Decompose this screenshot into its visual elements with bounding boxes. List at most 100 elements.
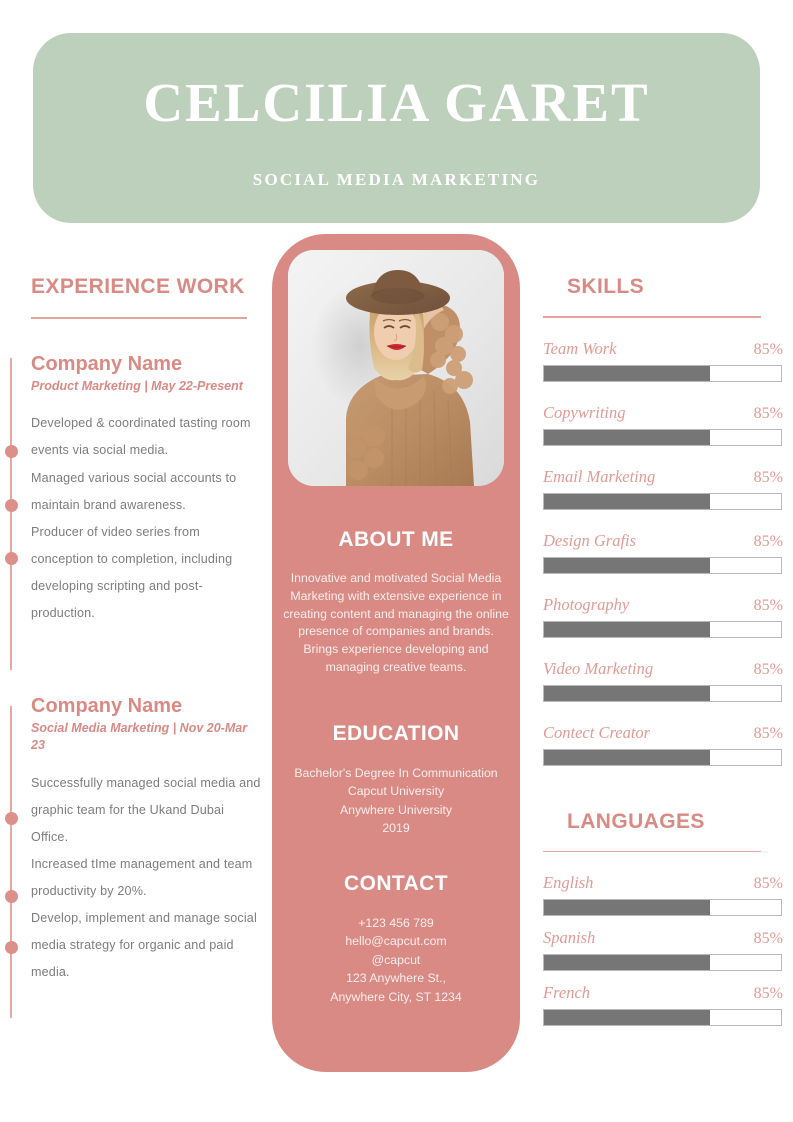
language-bar-track xyxy=(543,1009,782,1026)
role-and-dates: Product Marketing | May 22-Present xyxy=(31,378,243,393)
skill-percent: 85% xyxy=(753,532,783,550)
language-header: English 85% xyxy=(543,873,783,893)
timeline-dot xyxy=(4,890,18,903)
avatar xyxy=(288,250,504,486)
skill-bar-track xyxy=(543,620,782,638)
language-bar-track xyxy=(543,899,782,916)
skill-label: Design Grafis xyxy=(543,530,637,550)
skill-label: Video Marketing xyxy=(543,658,654,678)
language-row: French 85% xyxy=(543,983,783,1026)
skill-percent: 85% xyxy=(753,468,783,486)
skill-header: Copywriting 85% xyxy=(543,403,783,423)
language-row: English 85% xyxy=(543,873,783,916)
section-divider xyxy=(543,850,761,852)
page-title: CELCILIA GARET xyxy=(143,71,650,133)
section-divider xyxy=(543,316,761,318)
bullet-list: Successfully managed social media and gr… xyxy=(31,770,262,987)
languages-list: English 85% Spanish 85% French 85% xyxy=(543,873,783,1026)
language-bar-track xyxy=(543,954,782,971)
header-banner: CELCILIA GARET SOCIAL MEDIA MARKETING xyxy=(33,33,760,223)
skill-row: Email Marketing 85% xyxy=(543,467,783,510)
skill-row: Copywriting 85% xyxy=(543,403,783,446)
education-section: EDUCATION Bachelor's Degree In Communica… xyxy=(272,722,520,838)
skill-row: Contect Creator 85% xyxy=(543,723,783,766)
skill-header: Design Grafis 85% xyxy=(543,531,783,551)
language-percent: 85% xyxy=(753,985,783,1002)
role-and-dates: Social Media Marketing | Nov 20-Mar 23 xyxy=(31,720,248,752)
skill-label: Email Marketing xyxy=(543,466,656,486)
skills-section: SKILLS Team Work 85% Copywriting 85% Email M… xyxy=(543,275,783,766)
skill-bar-track xyxy=(543,492,782,510)
header-subtitle: SOCIAL MEDIA MARKETING xyxy=(252,169,541,189)
language-percent: 85% xyxy=(753,930,783,947)
skill-bar-track xyxy=(543,684,782,702)
contact-details: +123 456 789 hello@capcut.com @capcut 12… xyxy=(330,916,462,1004)
skill-header: Email Marketing 85% xyxy=(543,467,783,487)
skill-bar-track xyxy=(543,556,782,574)
skill-label: Team Work xyxy=(543,338,617,358)
timeline-dot xyxy=(4,445,18,458)
skill-row: Video Marketing 85% xyxy=(543,659,783,702)
skill-header: Team Work 85% xyxy=(543,339,783,359)
language-label: French xyxy=(543,983,591,1002)
timeline-dot xyxy=(4,499,18,512)
skill-percent: 85% xyxy=(753,660,783,678)
company-name: Company Name xyxy=(31,352,183,375)
skill-percent: 85% xyxy=(753,404,783,422)
section-title-experience: EXPERIENCE WORK xyxy=(31,275,245,298)
languages-section: LANGUAGES English 85% Spanish 85% French 85% xyxy=(543,809,783,1026)
language-label: Spanish xyxy=(543,928,596,947)
section-title-education: EDUCATION xyxy=(332,722,460,745)
section-title-contact: CONTACT xyxy=(344,872,448,895)
list-item: Develop, implement and manage social med… xyxy=(31,910,257,980)
skill-bar-fill xyxy=(544,749,710,765)
language-header: French 85% xyxy=(543,983,783,1003)
skill-bar-fill xyxy=(544,557,710,573)
bullet-list: Developed & coordinated tasting room eve… xyxy=(31,410,262,627)
skill-bar-track xyxy=(543,748,782,766)
list-item: Increased tIme management and team produ… xyxy=(31,856,253,898)
language-bar-fill xyxy=(544,1010,710,1025)
skill-header: Video Marketing 85% xyxy=(543,659,783,679)
profile-panel: ABOUT ME Innovative and motivated Social… xyxy=(272,234,520,1072)
about-text: Innovative and motivated Social Media Ma… xyxy=(283,571,509,675)
skill-row: Design Grafis 85% xyxy=(543,531,783,574)
skill-bar-track xyxy=(543,364,782,382)
skill-bar-fill xyxy=(544,365,710,381)
list-item: Successfully managed social media and gr… xyxy=(31,775,261,844)
timeline-dot xyxy=(4,552,18,565)
skill-bar-fill xyxy=(544,685,710,701)
language-label: English xyxy=(543,873,594,892)
skill-row: Photography 85% xyxy=(543,595,783,638)
skill-bar-fill xyxy=(544,493,710,509)
skill-header: Photography 85% xyxy=(543,595,783,615)
section-title-skills: SKILLS xyxy=(567,275,645,298)
list-item: Managed various social accounts to maint… xyxy=(31,470,237,512)
timeline-dot xyxy=(4,941,18,954)
company-name: Company Name xyxy=(31,694,183,717)
education-details: Bachelor's Degree In Communication Capcu… xyxy=(294,766,498,836)
language-row: Spanish 85% xyxy=(543,928,783,971)
skill-bar-fill xyxy=(544,429,710,445)
timeline-dot xyxy=(4,812,18,825)
language-header: Spanish 85% xyxy=(543,928,783,948)
section-divider xyxy=(31,317,247,319)
portrait-photo xyxy=(288,250,504,486)
section-title-languages: LANGUAGES xyxy=(567,809,705,833)
language-percent: 85% xyxy=(753,875,783,892)
language-bar-fill xyxy=(544,900,710,915)
skill-label: Contect Creator xyxy=(543,722,651,742)
list-item: Developed & coordinated tasting room eve… xyxy=(31,416,251,458)
experience-entry-0: Company Name Product Marketing | May 22-… xyxy=(0,353,262,627)
skill-row: Team Work 85% xyxy=(543,339,783,382)
language-bar-fill xyxy=(544,955,710,970)
skill-percent: 85% xyxy=(753,724,783,742)
skill-label: Copywriting xyxy=(543,402,626,422)
skill-bar-track xyxy=(543,428,782,446)
skill-percent: 85% xyxy=(753,596,783,614)
section-title-about: ABOUT ME xyxy=(338,528,454,551)
skill-percent: 85% xyxy=(753,340,783,358)
skill-label: Photography xyxy=(543,594,630,614)
list-item: Producer of video series from conception… xyxy=(31,524,233,620)
skill-header: Contect Creator 85% xyxy=(543,723,783,743)
